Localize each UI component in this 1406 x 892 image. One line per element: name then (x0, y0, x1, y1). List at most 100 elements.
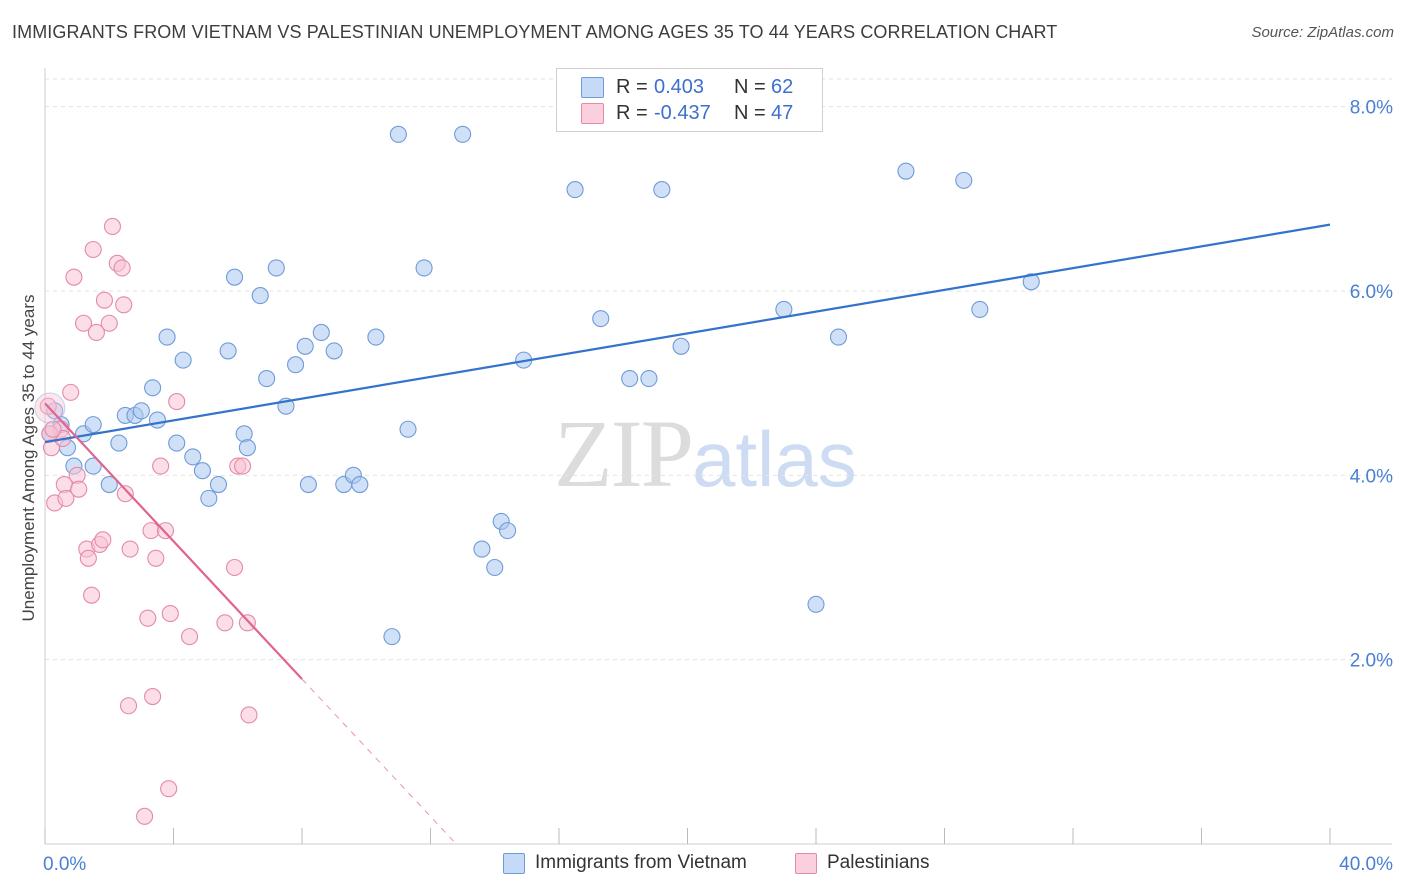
chart-title: IMMIGRANTS FROM VIETNAM VS PALESTINIAN U… (12, 22, 1058, 42)
vietnam-point (351, 475, 369, 494)
legend-row-vietnam: R = 0.403 N = 62 (581, 75, 793, 99)
vietnam-point (184, 448, 202, 466)
vietnam-point (193, 462, 211, 480)
legend-r-value: 0.403 (654, 75, 705, 98)
vietnam-point (84, 416, 102, 434)
vietnam-point (897, 162, 915, 180)
palestinian-point (216, 614, 234, 632)
vietnam-point (829, 328, 848, 346)
x-tick-label: 40.0% (1339, 854, 1393, 875)
vietnam-point (132, 402, 150, 420)
vietnam-point (219, 342, 237, 360)
palestinian-point (181, 628, 199, 646)
trendline-palestinians-extension (301, 678, 457, 845)
vietnam-point (158, 328, 176, 346)
series-swatch-vietnam (503, 852, 525, 874)
palestinian-point (100, 314, 118, 332)
vietnam-point (168, 434, 186, 452)
palestinian-point (70, 480, 88, 498)
vietnam-point (807, 595, 825, 613)
series-legend-vietnam: Immigrants from Vietnam (503, 852, 747, 874)
vietnam-point (592, 310, 610, 328)
legend-n-value: 62 (771, 75, 794, 98)
vietnam-point (399, 420, 417, 438)
series-legend-palestinians: Palestinians (795, 852, 929, 874)
correlation-legend: R = 0.403 N = 62 R = -0.437 N = 47 (556, 68, 823, 132)
palestinian-point (147, 549, 165, 567)
vietnam-point (499, 522, 517, 540)
palestinian-point (121, 540, 139, 558)
y-tick-label: 2.0% (1350, 651, 1393, 672)
vietnam-point (389, 125, 407, 143)
palestinian-point (75, 314, 93, 332)
series-label-vietnam: Immigrants from Vietnam (535, 852, 747, 873)
vietnam-point (144, 379, 162, 397)
palestinian-point (103, 217, 122, 236)
palestinian-point (44, 420, 62, 438)
vietnam-point (251, 287, 269, 305)
palestinian-point (144, 687, 162, 706)
vietnam-point (110, 434, 128, 452)
palestinian-point (240, 706, 258, 724)
source-credit: Source: ZipAtlas.com (1251, 24, 1394, 41)
trendline-vietnam (44, 223, 1331, 444)
vietnam-point (621, 369, 639, 388)
palestinian-point (65, 268, 83, 286)
palestinian-point (94, 531, 112, 549)
palestinian-point (87, 323, 105, 342)
palestinian-point (62, 383, 80, 401)
vietnam-point (1022, 273, 1040, 291)
y-tick-label: 6.0% (1350, 282, 1393, 303)
x-tick-label: 0.0% (43, 854, 86, 875)
trendline-palestinians (44, 402, 303, 680)
legend-r-label: R = (616, 75, 648, 98)
vietnam-point (955, 171, 973, 189)
vietnam-point (672, 337, 690, 355)
legend-swatch-vietnam (581, 76, 604, 98)
vietnam-point (258, 369, 276, 388)
palestinian-point (168, 393, 186, 411)
vietnam-point (473, 540, 491, 558)
series-legend: Immigrants from Vietnam Palestinians (0, 852, 1406, 878)
palestinian-point (116, 485, 134, 503)
vietnam-point (148, 411, 166, 429)
palestinian-point (79, 549, 97, 567)
palestinian-point (95, 291, 113, 309)
vietnam-point (225, 268, 244, 286)
legend-row-palestinians: R = -0.437 N = 47 (581, 101, 793, 125)
legend-n-value: 47 (771, 101, 794, 124)
vietnam-point (200, 489, 218, 507)
watermark-zip: ZIP (554, 400, 694, 507)
vietnam-point (383, 628, 401, 646)
vietnam-point (325, 342, 343, 360)
palestinian-point (115, 296, 133, 314)
palestinian-point (152, 457, 170, 475)
vietnam-point (566, 181, 584, 199)
palestinian-point (57, 489, 75, 507)
palestinian-point (113, 259, 131, 277)
palestinian-point (84, 240, 102, 259)
vietnam-point (84, 457, 102, 475)
palestinian-point (161, 605, 179, 623)
vietnam-point (312, 323, 330, 342)
vietnam-point (235, 425, 253, 443)
palestinian-point (156, 522, 175, 540)
vietnam-point (415, 259, 433, 277)
palestinian-point (234, 457, 252, 475)
legend-n-label: N = (734, 101, 766, 124)
series-swatch-palestinians (795, 852, 817, 874)
vietnam-point (653, 181, 671, 199)
palestinian-point (139, 609, 157, 627)
legend-swatch-palestinians (581, 102, 604, 124)
vietnam-point (209, 475, 228, 494)
y-tick-label: 4.0% (1350, 466, 1393, 487)
palestinian-point (136, 807, 154, 825)
vietnam-point (640, 369, 658, 388)
vietnam-point (238, 439, 256, 457)
vietnam-point (267, 259, 285, 277)
vietnam-point (296, 337, 314, 355)
series-label-palestinians: Palestinians (827, 852, 930, 873)
vietnam-point (367, 328, 385, 346)
y-tick-label: 8.0% (1350, 98, 1393, 119)
